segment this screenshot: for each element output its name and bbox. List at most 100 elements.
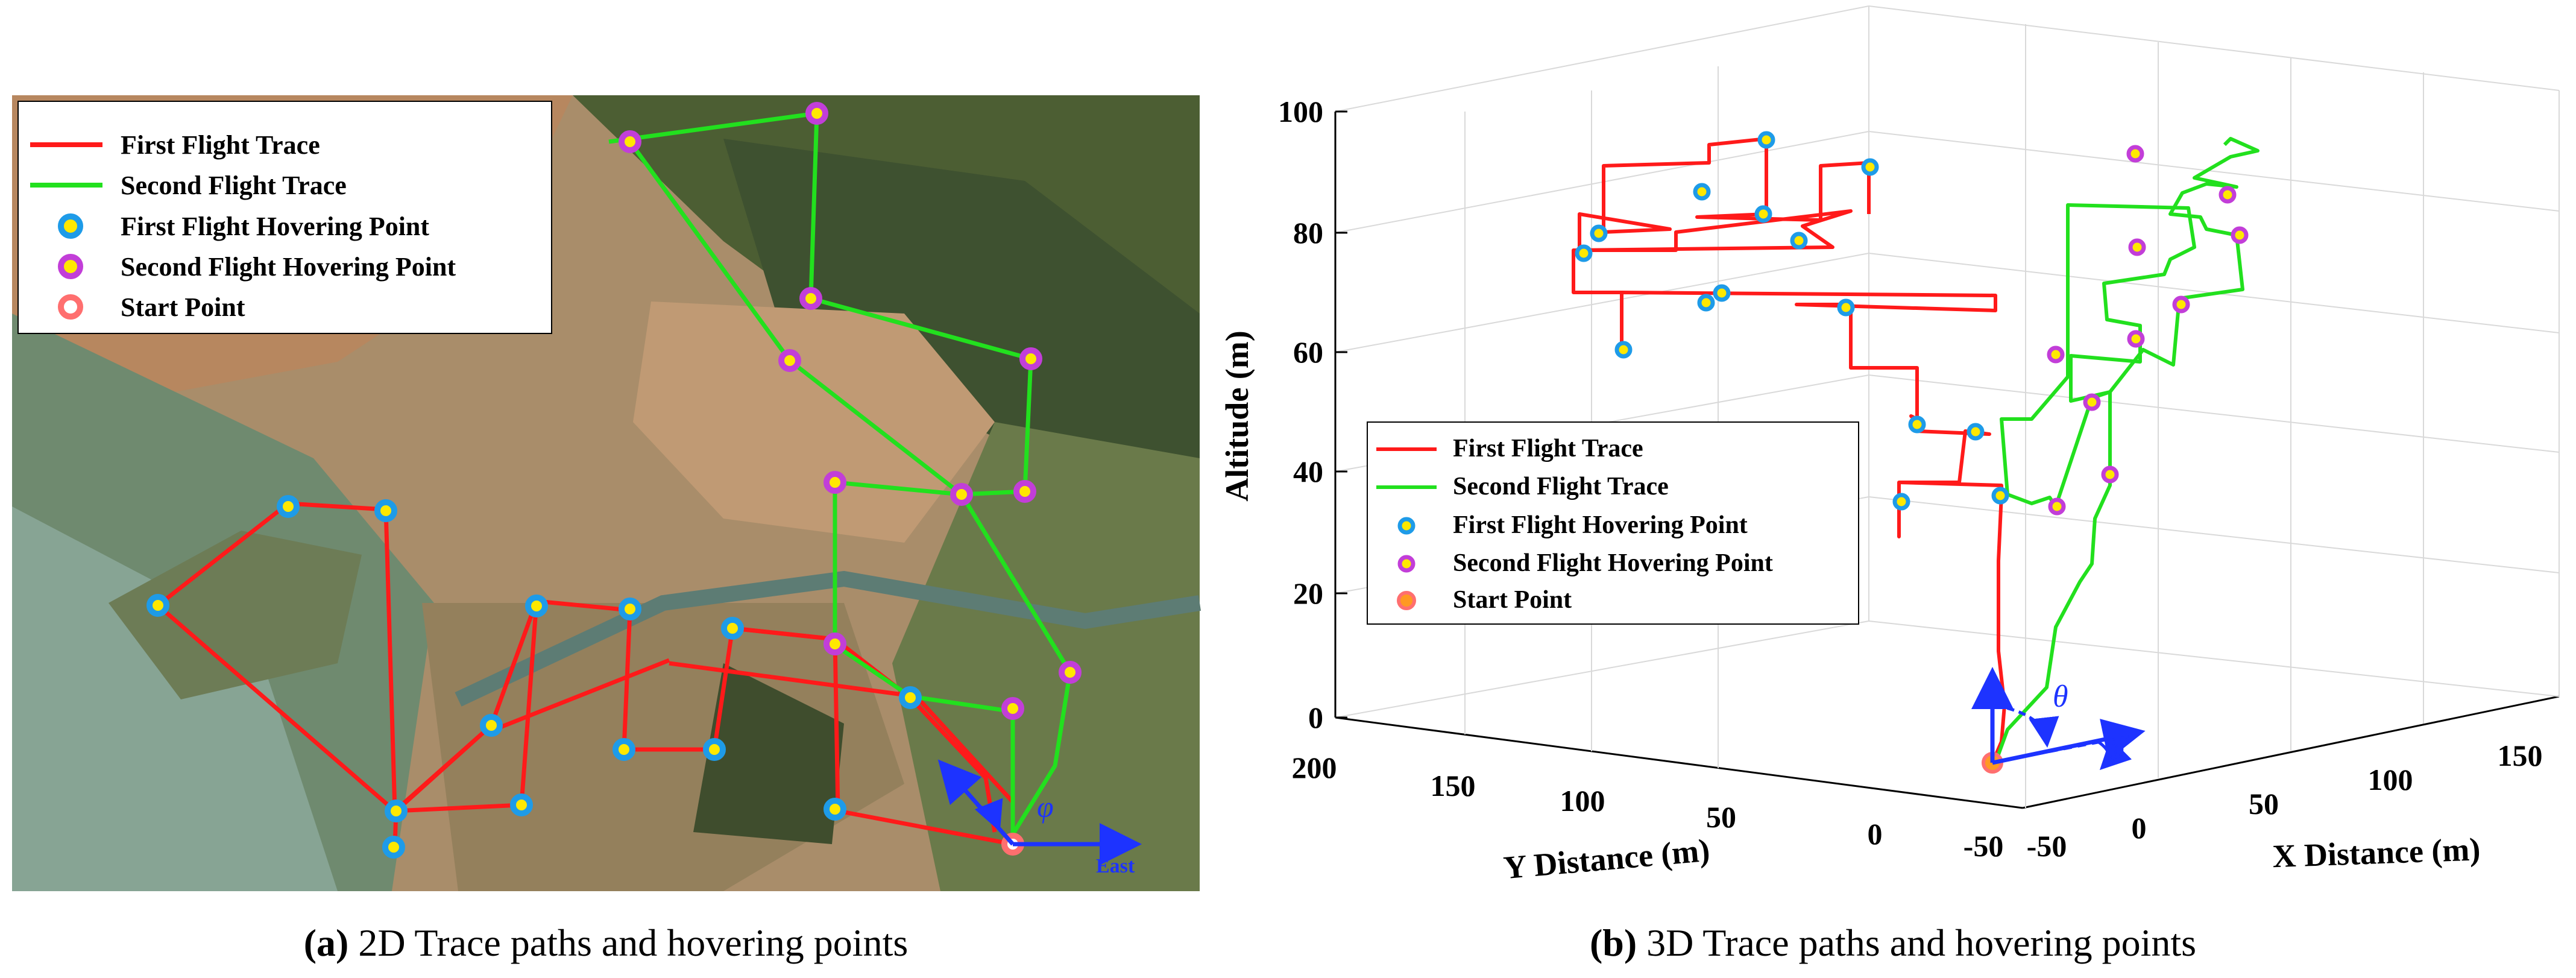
second-hover-point-3d xyxy=(2231,226,2249,244)
y-tick-label: 50 xyxy=(1706,800,1736,834)
second-trace-2d-segment-1 xyxy=(628,140,1015,844)
second-hover-point-3d xyxy=(2127,330,2145,348)
panel-b-3d-plot: 0 20 40 60 80 100 200 150 100 50 0 -50 -50 0 50 100 15… xyxy=(1219,5,2560,886)
first-hover-point-2d xyxy=(480,714,503,737)
second-flight-trace-3d xyxy=(1994,137,2260,764)
first-hover-point-3d xyxy=(1590,224,1608,242)
x-tick-label: 50 xyxy=(2249,787,2279,821)
caption-panel-a: (a) 2D Trace paths and hovering points xyxy=(304,921,909,964)
first-hover-point-2d xyxy=(613,738,635,761)
second-hover-point-3d xyxy=(2172,295,2190,314)
first-hover-point-2d xyxy=(277,495,300,518)
first-hover-point-2d xyxy=(525,595,548,617)
y-tick-label: 0 xyxy=(1868,817,1883,851)
angle-arrows-3d: θ φ xyxy=(1971,667,2146,771)
y-tick-label: 200 xyxy=(1292,751,1337,784)
grid-3d xyxy=(1335,5,2560,808)
second-hover-point-2d xyxy=(824,633,846,655)
first-hover-point-2d xyxy=(619,598,641,620)
second-hover-point-3d xyxy=(2101,465,2119,484)
second-hover-point-3d xyxy=(2128,238,2146,256)
z-tick-label: 0 xyxy=(1308,701,1323,734)
second-hover-point-2d xyxy=(1019,347,1042,370)
y-axis-label: Y Distance (m) xyxy=(1502,832,1712,886)
y-tick-label: 100 xyxy=(1560,784,1605,818)
second-hover-point-3d xyxy=(2083,393,2101,411)
first-flight-trace-3d xyxy=(1572,137,2006,764)
plot-box-3d xyxy=(1334,112,2560,809)
compass-east-label: East xyxy=(1096,855,1135,877)
legend-start-2d: Start Point xyxy=(121,292,245,322)
compass-arrows-2d: East φ xyxy=(937,759,1142,877)
legend-first-hover-2d: First Flight Hovering Point xyxy=(121,212,429,241)
first-hover-point-3d xyxy=(1892,493,1910,511)
first-hover-point-3d xyxy=(1991,487,2009,505)
first-hover-point-3d xyxy=(1908,415,1926,434)
second-hover-point-2d xyxy=(778,349,801,372)
second-hover-point-2d xyxy=(950,483,973,506)
first-hover-point-3d xyxy=(1861,158,1879,176)
second-hover-point-2d xyxy=(805,102,828,125)
z-tick-label: 60 xyxy=(1293,335,1323,369)
first-hover-point-3d xyxy=(1693,183,1711,201)
legend-start-3d: Start Point xyxy=(1453,586,1572,614)
first-hover-point-3d xyxy=(1713,284,1731,302)
first-hover-point-2d xyxy=(721,617,744,640)
first-hover-point-3d xyxy=(1614,341,1633,359)
x-tick-label: 150 xyxy=(2498,739,2543,772)
second-hover-point-2d xyxy=(619,130,641,153)
first-hover-point-2d xyxy=(374,499,397,522)
second-hover-point-2d xyxy=(1059,661,1082,684)
second-trace-3d-path xyxy=(1994,137,2260,764)
first-trace-2d-segment-3 xyxy=(732,626,836,642)
legend-second-trace-2d: Second Flight Trace xyxy=(121,171,347,200)
first-hover-point-2d xyxy=(510,793,533,816)
second-hover-point-3d xyxy=(2047,345,2065,364)
z-tick-label: 20 xyxy=(1293,576,1323,610)
first-trace-3d-path xyxy=(1572,137,2006,764)
first-trace-2d-segment-2 xyxy=(489,600,539,727)
x-axis-label: X Distance (m) xyxy=(2272,831,2481,874)
legend-first-trace-2d: First Flight Trace xyxy=(121,130,320,160)
theta-label: θ xyxy=(2053,680,2068,714)
second-hover-point-2d xyxy=(824,471,846,494)
first-hover-point-3d xyxy=(1790,232,1808,250)
legend-second-hover-3d: Second Flight Hovering Point xyxy=(1453,549,1773,577)
second-hover-point-2d xyxy=(1001,697,1024,720)
first-hover-point-3d xyxy=(1967,423,1985,441)
z-axis-label: Altitude (m) xyxy=(1219,330,1255,501)
second-hover-point-2d xyxy=(799,287,822,310)
first-hover-point-2d xyxy=(146,594,169,617)
legend-3d: First Flight Trace Second Flight Trace F… xyxy=(1367,421,1859,625)
first-hover-point-2d xyxy=(899,686,922,709)
z-tick-label: 100 xyxy=(1278,95,1323,128)
legend-second-trace-3d: Second Flight Trace xyxy=(1453,473,1669,500)
phi-label: φ xyxy=(2107,731,2124,766)
second-hover-point-3d xyxy=(2126,145,2144,163)
first-hover-point-3d xyxy=(1697,294,1715,312)
legend-second-hover-2d: Second Flight Hovering Point xyxy=(121,252,456,282)
legend-first-hover-3d: First Flight Hovering Point xyxy=(1453,511,1748,539)
first-trace-2d-segment-6 xyxy=(493,658,670,732)
legend-2d: First Flight Trace Second Flight Trace F… xyxy=(17,101,552,334)
first-hover-point-3d xyxy=(1837,298,1855,317)
y-tick-label: 150 xyxy=(1431,769,1476,803)
y-tick-label: -50 xyxy=(1963,829,2004,863)
first-hover-point-3d xyxy=(1575,244,1593,262)
first-hover-point-3d xyxy=(1757,131,1775,149)
caption-panel-b: (b) 3D Trace paths and hovering points xyxy=(1590,921,2196,964)
second-hover-point-2d xyxy=(1013,480,1036,503)
first-hover-point-2d xyxy=(385,800,408,822)
second-hover-point-3d xyxy=(2219,186,2237,204)
z-tick-label: 80 xyxy=(1293,216,1323,250)
panel-a-2d-map: East φ First Flight Trace Second Flight … xyxy=(12,95,1201,891)
first-hover-point-2d xyxy=(382,836,405,859)
legend-first-trace-3d: First Flight Trace xyxy=(1453,435,1643,462)
compass-phi-label: φ xyxy=(1037,790,1054,824)
x-tick-label: -50 xyxy=(2027,829,2067,863)
second-hover-point-3d xyxy=(2048,497,2066,516)
x-tick-label: 100 xyxy=(2368,763,2413,797)
z-tick-label: 40 xyxy=(1293,455,1323,488)
x-tick-label: 0 xyxy=(2132,811,2147,845)
